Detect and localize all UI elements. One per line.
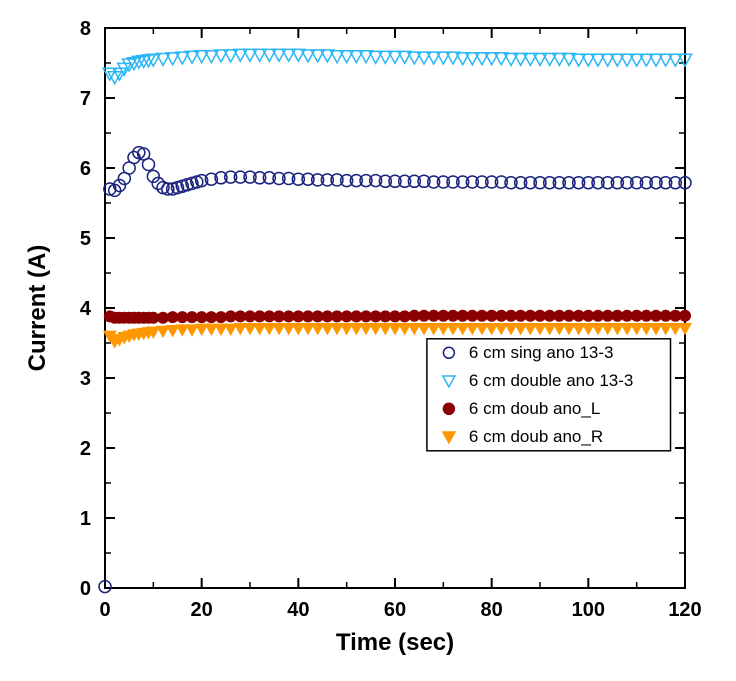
legend-label: 6 cm doub ano_L (469, 399, 600, 418)
y-tick-label: 1 (80, 508, 91, 530)
x-tick-label: 80 (481, 599, 503, 621)
x-tick-label: 120 (668, 599, 701, 621)
scatter-chart: 0 20 40 60 80 100 120 0 1 2 3 4 5 6 7 8 Time (sec) Curren… (0, 0, 736, 681)
legend-label: 6 cm double ano 13-3 (469, 371, 633, 390)
y-tick-label: 2 (80, 438, 91, 460)
chart-svg: 0 20 40 60 80 100 120 0 1 2 3 4 5 6 7 8 Time (sec) Curren… (0, 0, 736, 681)
series-6-cm-sing-ano-13-3 (99, 147, 691, 593)
y-tick-label: 3 (80, 368, 91, 390)
legend-label: 6 cm doub ano_R (469, 427, 603, 446)
legend: 6 cm sing ano 13-3 6 cm double ano 13-3 6 … (427, 339, 671, 451)
y-axis-title: Current (A) (24, 245, 51, 372)
x-tick-label: 20 (191, 599, 213, 621)
y-tick-label: 5 (80, 228, 91, 250)
series-6-cm-double-ano-13-3 (103, 49, 691, 83)
y-tick-label: 4 (80, 298, 92, 320)
y-tick-label: 0 (80, 578, 91, 600)
x-tick-label: 40 (287, 599, 309, 621)
y-tick-label: 6 (80, 158, 91, 180)
y-tick-label: 7 (80, 88, 91, 110)
x-tick-label: 100 (572, 599, 605, 621)
y-tick-label: 8 (80, 18, 91, 40)
x-tick-label: 60 (384, 599, 406, 621)
x-axis-title: Time (sec) (336, 629, 454, 656)
x-tick-label: 0 (99, 599, 110, 621)
legend-label: 6 cm sing ano 13-3 (469, 343, 614, 362)
series-6-cm-doub-ano_L (104, 310, 690, 323)
